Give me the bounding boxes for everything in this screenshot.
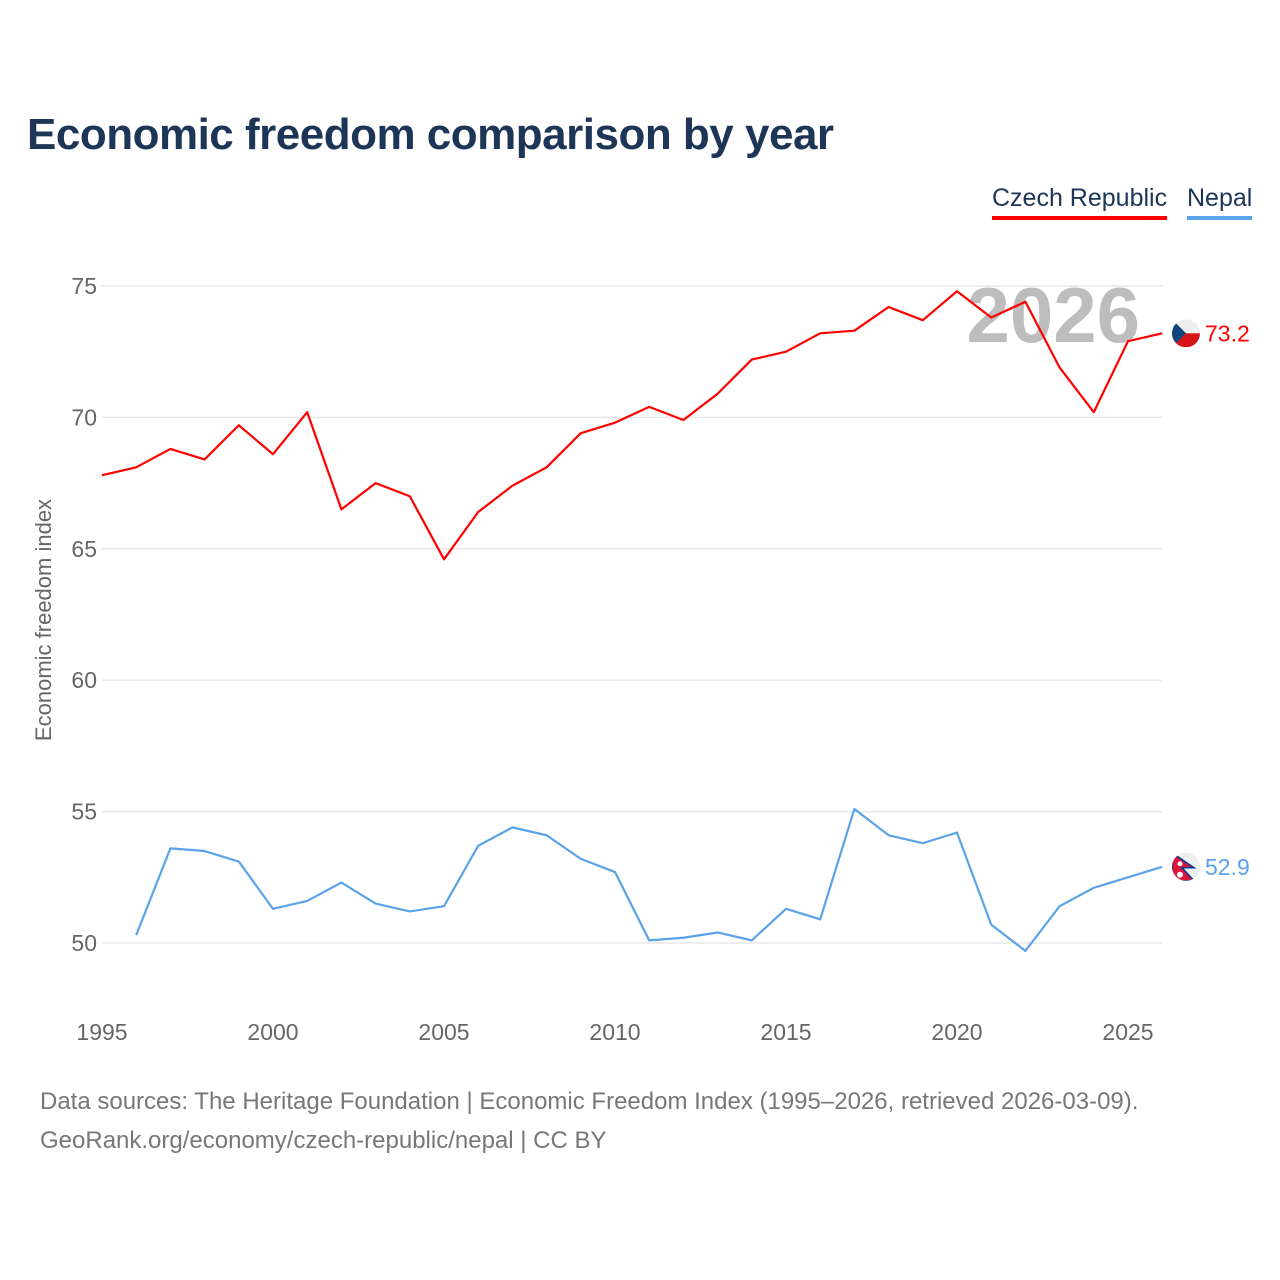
end-value-label: 52.9 (1205, 854, 1250, 880)
y-tick-label: 50 (71, 930, 97, 956)
y-tick-label: 60 (71, 667, 97, 693)
series-line-czech-republic (101, 290, 1163, 561)
y-tick-label: 70 (71, 404, 97, 430)
x-tick-label: 2010 (589, 1019, 640, 1045)
data-sources: Data sources: The Heritage Foundation | … (40, 1088, 1139, 1115)
nepal-flag-icon (1172, 852, 1200, 881)
y-tick-label: 75 (71, 273, 97, 299)
x-tick-label: 1995 (76, 1019, 127, 1045)
y-tick-label: 55 (71, 799, 97, 825)
czech-flag-icon (1172, 319, 1200, 348)
x-tick-label: 2020 (931, 1019, 982, 1045)
x-tick-label: 2005 (418, 1019, 469, 1045)
chart-title: Economic freedom comparison by year (27, 110, 834, 159)
legend-nepal[interactable]: Nepal (1187, 184, 1253, 220)
x-tick-label: 2000 (247, 1019, 298, 1045)
y-tick-label: 65 (71, 536, 97, 562)
credit-link[interactable]: GeoRank.org/economy/czech-republic/nepal… (40, 1127, 607, 1154)
series-line-nepal (135, 807, 1163, 952)
x-tick-label: 2025 (1102, 1019, 1153, 1045)
x-tick-label: 2015 (760, 1019, 811, 1045)
end-value-label: 73.2 (1205, 320, 1250, 346)
year-watermark: 2026 (966, 271, 1140, 359)
legend-czech-republic[interactable]: Czech Republic (992, 184, 1168, 220)
